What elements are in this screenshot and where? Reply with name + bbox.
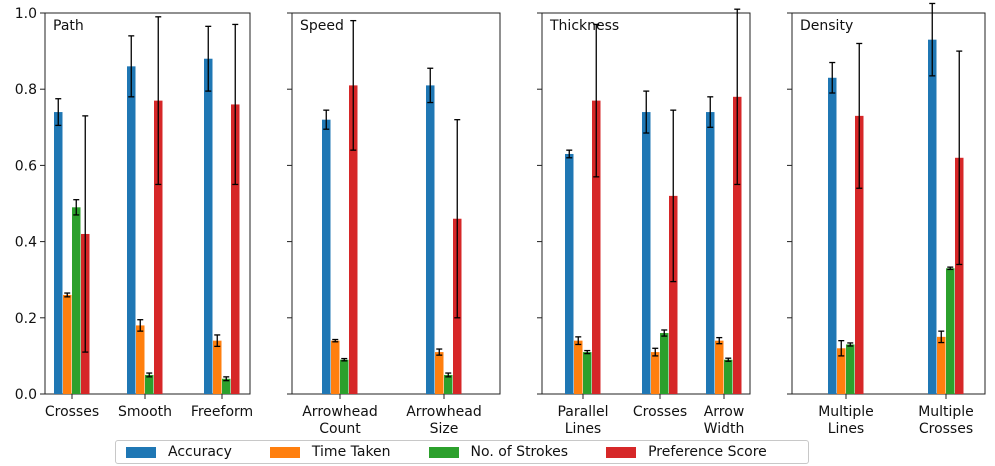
- legend-item-accuracy: Accuracy: [126, 444, 232, 460]
- bar-preference: [592, 100, 601, 394]
- x-tick-label: Freeform: [191, 404, 253, 420]
- legend-swatch-time-taken: [269, 446, 300, 458]
- bar-time-taken: [331, 340, 340, 394]
- legend-label-accuracy: Accuracy: [168, 444, 232, 460]
- bar-preference: [154, 100, 163, 394]
- legend-label-preference: Preference Score: [648, 444, 767, 460]
- bar-preference: [349, 85, 358, 394]
- x-tick-label: Crosses: [919, 421, 973, 437]
- x-tick-label: Parallel: [557, 404, 608, 420]
- bar-strokes: [724, 359, 733, 394]
- bar-accuracy: [706, 112, 715, 394]
- bar-time-taken: [837, 348, 846, 394]
- bar-accuracy: [565, 153, 574, 394]
- x-tick-label: Lines: [565, 421, 601, 437]
- legend-label-strokes: No. of Strokes: [470, 444, 569, 460]
- bar-accuracy: [828, 77, 837, 395]
- legend-item-time-taken: Time Taken: [269, 444, 391, 460]
- bar-time-taken: [213, 340, 222, 394]
- bar-strokes: [145, 374, 154, 394]
- bar-preference: [231, 104, 240, 394]
- panel-title: Density: [800, 18, 853, 34]
- bar-preference: [669, 195, 678, 394]
- bar-strokes: [583, 352, 592, 394]
- x-tick-label: Count: [319, 421, 361, 437]
- x-tick-label: Multiple: [918, 404, 974, 420]
- bar-accuracy: [322, 119, 331, 395]
- bar-preference: [733, 96, 742, 394]
- bar-time-taken: [715, 340, 724, 394]
- bar-preference: [955, 157, 964, 394]
- x-tick-label: Arrowhead: [302, 404, 378, 420]
- bar-preference: [855, 115, 864, 395]
- y-tick-label: 0.2: [15, 311, 37, 327]
- legend-swatch-strokes: [428, 446, 459, 458]
- legend-item-strokes: No. of Strokes: [428, 444, 569, 460]
- legend-swatch-preference: [606, 446, 637, 458]
- bar-accuracy: [426, 85, 435, 394]
- bar-strokes: [340, 359, 349, 394]
- bar-time-taken: [63, 294, 72, 394]
- x-tick-label: Smooth: [118, 404, 172, 420]
- bar-time-taken: [435, 352, 444, 394]
- bar-accuracy: [928, 39, 937, 395]
- y-tick-label: 0.4: [15, 235, 37, 251]
- bar-accuracy: [54, 112, 63, 394]
- x-tick-label: Width: [704, 421, 745, 437]
- bar-time-taken: [136, 325, 145, 394]
- bar-time-taken: [651, 352, 660, 394]
- panel-title: Path: [53, 18, 84, 34]
- x-tick-label: Arrow: [704, 404, 745, 420]
- bar-strokes: [444, 374, 453, 394]
- legend-label-time-taken: Time Taken: [311, 444, 391, 460]
- bar-strokes: [222, 378, 231, 394]
- x-tick-label: Crosses: [45, 404, 99, 420]
- bar-time-taken: [937, 336, 946, 394]
- legend-swatch-accuracy: [126, 446, 156, 458]
- y-tick-label: 1.0: [15, 6, 37, 22]
- bar-accuracy: [642, 112, 651, 394]
- panel-title: Thickness: [549, 18, 619, 34]
- bar-time-taken: [574, 340, 583, 394]
- panel-title: Speed: [300, 18, 344, 34]
- bar-accuracy: [204, 58, 213, 394]
- bar-strokes: [846, 344, 855, 394]
- x-tick-label: Arrowhead: [406, 404, 482, 420]
- bar-strokes: [660, 333, 669, 394]
- bar-accuracy: [127, 66, 136, 394]
- panel-frame: [791, 12, 986, 395]
- legend-item-preference: Preference Score: [606, 444, 767, 460]
- x-tick-label: Size: [430, 421, 459, 437]
- y-tick-label: 0.0: [15, 387, 37, 403]
- panel-frame: [291, 12, 501, 395]
- y-tick-label: 0.6: [15, 158, 37, 174]
- x-tick-label: Crosses: [633, 404, 687, 420]
- bar-strokes: [72, 207, 81, 394]
- chart-legend: Accuracy Time Taken No. of Strokes Prefe…: [115, 440, 809, 464]
- x-tick-label: Lines: [828, 421, 864, 437]
- bar-strokes: [946, 268, 955, 394]
- x-tick-label: Multiple: [818, 404, 874, 420]
- y-tick-label: 0.8: [15, 82, 37, 98]
